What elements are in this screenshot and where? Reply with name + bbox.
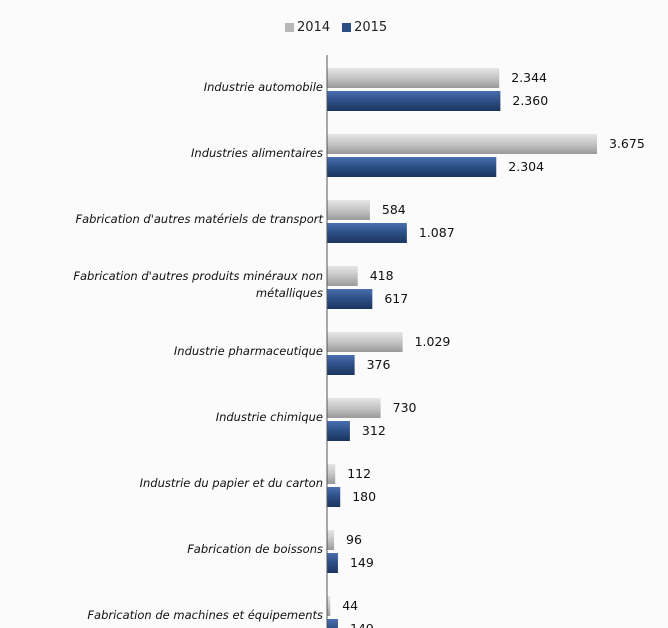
- legend-swatch-2014: [285, 23, 294, 32]
- bar-2015: [327, 487, 341, 507]
- legend-item-2014: 2014: [285, 20, 330, 35]
- bar-2015: [327, 619, 338, 628]
- bar-2014: [327, 68, 500, 88]
- bar-2014: [327, 266, 358, 286]
- category-label: Fabrication de machines et équipements: [87, 608, 323, 622]
- category-label: Industrie chimique: [215, 410, 323, 424]
- value-label-2014: 2.344: [511, 70, 547, 85]
- value-label-2014: 96: [346, 532, 362, 547]
- value-label-2014: 418: [370, 268, 394, 283]
- value-label-2015: 617: [384, 291, 408, 306]
- legend-label-2014: 2014: [297, 20, 331, 35]
- bar-2015: [327, 289, 373, 309]
- value-label-2014: 112: [347, 466, 371, 481]
- value-label-2014: 584: [382, 202, 406, 217]
- bar-2014: [327, 398, 381, 418]
- bars-group: [327, 68, 597, 628]
- category-label: Industrie automobile: [203, 80, 323, 94]
- bar-2015: [327, 91, 501, 111]
- bar-2015: [327, 157, 497, 177]
- value-label-2015: 2.360: [512, 93, 548, 108]
- legend-swatch-2015: [342, 23, 352, 32]
- bar-2015: [327, 553, 338, 573]
- legend-item-2015: 2015: [342, 20, 387, 35]
- value-label-2015: 180: [352, 489, 376, 504]
- legend-label-2015: 2015: [354, 20, 388, 35]
- value-label-2015: 376: [367, 357, 391, 372]
- bar-2015: [327, 355, 355, 375]
- bar-2014: [327, 464, 336, 484]
- category-label: Fabrication d'autres produits minéraux n…: [73, 269, 323, 300]
- category-label: Fabrication d'autres matériels de transp…: [75, 212, 323, 226]
- value-label-2014: 730: [393, 400, 417, 415]
- bar-2014: [327, 596, 331, 616]
- value-label-2015: 149: [350, 555, 374, 570]
- bar-2014: [327, 200, 370, 220]
- value-labels-group: 2.344 2.360 3.675 2.304 584 1.087 418 617 1.029 3…: [342, 70, 645, 628]
- value-label-2014: 44: [342, 598, 358, 613]
- category-label: Industries alimentaires: [191, 146, 323, 160]
- bar-2014: [327, 530, 335, 550]
- category-label: Fabrication de boissons: [187, 542, 323, 556]
- bar-2014: [327, 134, 597, 154]
- category-label: Industrie pharmaceutique: [173, 344, 323, 358]
- category-label: Industrie du papier et du carton: [139, 476, 323, 490]
- chart-legend: 2014 2015: [285, 20, 387, 35]
- bar-2014: [327, 332, 403, 352]
- value-label-2015: 312: [362, 423, 386, 438]
- bar-2015: [327, 223, 407, 243]
- value-label-2015: 1.087: [419, 225, 455, 240]
- bar-2015: [327, 421, 350, 441]
- value-label-2015: 149: [350, 621, 374, 628]
- value-label-2015: 2.304: [508, 159, 544, 174]
- value-label-2014: 3.675: [609, 136, 645, 151]
- value-label-2014: 1.029: [415, 334, 451, 349]
